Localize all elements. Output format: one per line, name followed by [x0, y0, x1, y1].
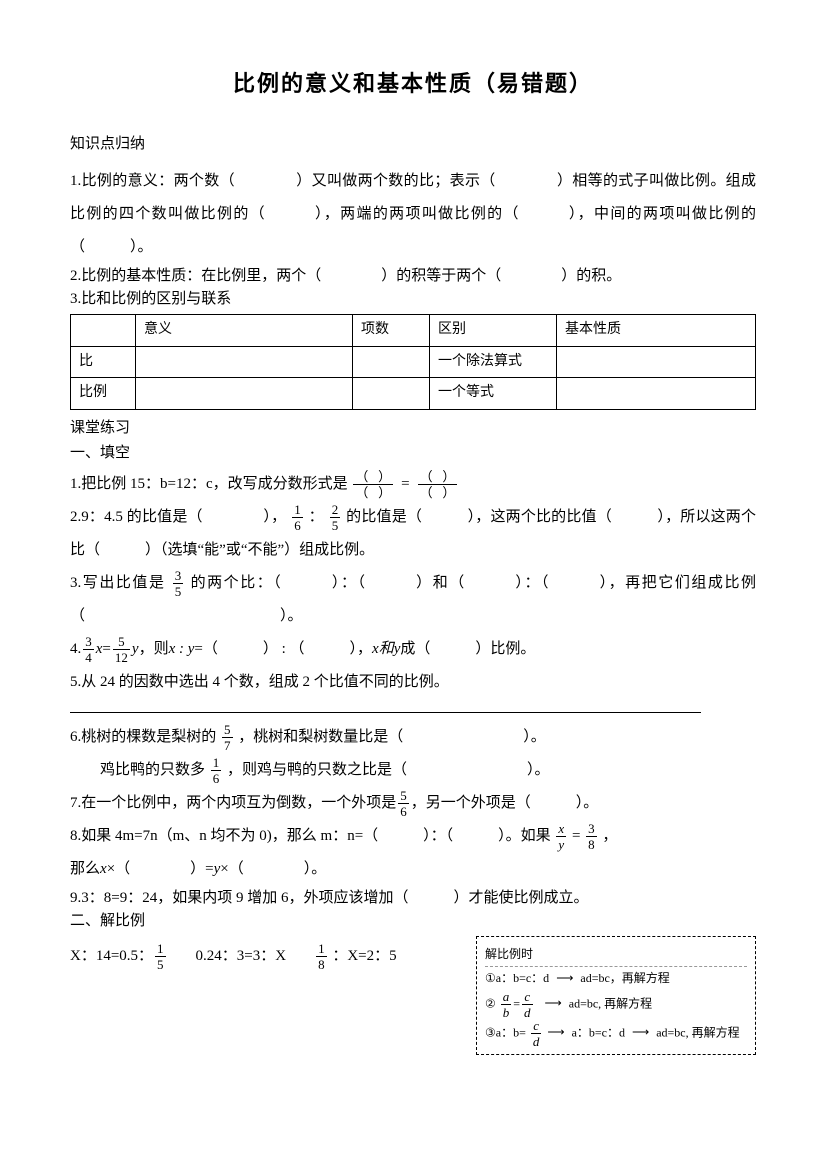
q7-a: 7.在一个比例中，两个内项互为倒数，一个外项是	[70, 795, 396, 811]
compare-table: 意义 项数 区别 基本性质 比 一个除法算式 比例 一个等式	[70, 314, 756, 409]
knowledge-item-2: 2.比例的基本性质：在比例里，两个（ ）的积等于两个（ ）的积。	[70, 266, 756, 287]
q4-d: 成（ ）比例。	[400, 641, 535, 657]
q8-x: x	[100, 861, 107, 877]
table-row: 比例 一个等式	[71, 378, 756, 409]
q1: 1.把比例 15：b=12：c，改写成分数形式是 （ ）（ ） = （ ）（ ）	[70, 468, 756, 501]
q4-frac2: 512	[113, 635, 130, 664]
q8-c-prefix: 那么	[70, 861, 100, 877]
q9: 9.3：8=9：24，如果内项 9 增加 6，外项应该增加（ ）才能使比例成立。	[70, 888, 756, 909]
q8-frac2: 38	[586, 822, 597, 851]
q2-frac1: 16	[292, 503, 303, 532]
th-terms: 项数	[353, 315, 430, 346]
q8-line2: 那么x×（ ）=y×（ ）。	[70, 853, 756, 886]
table-row: 比 一个除法算式	[71, 346, 756, 377]
eq1: X：14=0.5：15	[70, 940, 168, 973]
q2: 2.9：4.5 的比值是（ ）， 16 ： 25 的比值是（ ），这两个比的比值…	[70, 501, 756, 567]
equation-row: X：14=0.5：15 0.24：3=3：X 18 ：X=2：5 解比例时 ①a…	[70, 936, 756, 1056]
q7-frac: 56	[398, 789, 409, 818]
th-meaning: 意义	[136, 315, 353, 346]
q6-frac1: 57	[222, 723, 233, 752]
q6: 6.桃树的棵数是梨树的 57 ，桃树和梨树数量比是（ ）。	[70, 721, 756, 754]
cell-bili: 比例	[71, 378, 136, 409]
eq3: 18 ：X=2：5	[314, 940, 397, 973]
q4: 4.34x=512y，则x : y=（ ） : （ ），x和y成（ ）比例。	[70, 633, 756, 666]
knowledge-item-1: 1.比例的意义：两个数（ ）又叫做两个数的比；表示（ ）相等的式子叫做比例。组成…	[70, 165, 756, 264]
hint-box: 解比例时 ①a：b=c：d ⟶ ad=bc，再解方程 ② ab=cd ⟶ ad=…	[476, 936, 756, 1056]
q3: 3.写出比值是 35 的两个比：（ ）：（ ）和（ ）：（ ），再把它们组成比例…	[70, 567, 756, 633]
q8-b: ，	[602, 828, 617, 844]
q6-d: ，则鸡与鸭的只数之比是（ ）。	[227, 762, 550, 778]
cell	[136, 346, 353, 377]
q2-a: 2.9：4.5 的比值是（ ），	[70, 509, 286, 525]
cell	[136, 378, 353, 409]
q8: 8.如果 4m=7n（m、n 均不为 0)，那么 m：n=（ ）：（ ）。如果 …	[70, 820, 756, 853]
th-property: 基本性质	[557, 315, 756, 346]
th-blank	[71, 315, 136, 346]
hint-line3: ③a：b= cd⟶ a：b=c：d ⟶ ad=bc, 再解方程	[485, 1019, 747, 1048]
q4-a: 4.	[70, 641, 81, 657]
solve-heading: 二、解比例	[70, 911, 756, 932]
q8-eq: =	[572, 828, 584, 844]
q6-line2: 鸡比鸭的只数多 16 ，则鸡与鸭的只数之比是（ ）。	[70, 754, 756, 787]
q2-frac2: 25	[330, 503, 341, 532]
q1-frac-blanks: （ ）（ ） = （ ）（ ）	[351, 468, 459, 501]
q3-a: 3.写出比值是	[70, 575, 171, 591]
q4-c: =（ ） : （ ），	[194, 641, 372, 657]
q4-xandy: x和y	[372, 641, 400, 657]
q6-frac2: 16	[211, 756, 222, 785]
q7-b: ，另一个外项是（ ）。	[411, 795, 599, 811]
fill-blank-heading: 一、填空	[70, 443, 756, 464]
q8-mid1: ×（ ）=	[107, 861, 214, 877]
hint-line1: ①a：b=c：d ⟶ ad=bc，再解方程	[485, 967, 747, 990]
q3-frac: 35	[173, 569, 184, 598]
practice-heading: 课堂练习	[70, 418, 756, 439]
q4-eq: =	[102, 641, 110, 657]
q8-frac1: xy	[556, 822, 566, 851]
q6-c: 鸡比鸭的只数多	[100, 762, 209, 778]
page-title: 比例的意义和基本性质（易错题）	[70, 60, 756, 108]
knowledge-heading: 知识点归纳	[70, 128, 756, 161]
eq2: 0.24：3=3：X	[196, 940, 287, 973]
q8-a: 8.如果 4m=7n（m、n 均不为 0)，那么 m：n=（ ）：（ ）。如果	[70, 828, 554, 844]
table-header-row: 意义 项数 区别 基本性质	[71, 315, 756, 346]
answer-line	[70, 711, 701, 713]
cell	[557, 346, 756, 377]
q1-text: 1.把比例 15：b=12：c，改写成分数形式是	[70, 476, 348, 492]
th-diff: 区别	[430, 315, 557, 346]
cell	[353, 346, 430, 377]
hint-title: 解比例时	[485, 943, 747, 968]
knowledge-item-3: 3.比和比例的区别与联系	[70, 289, 756, 310]
cell	[557, 378, 756, 409]
cell	[353, 378, 430, 409]
q6-a: 6.桃树的棵数是梨树的	[70, 729, 220, 745]
cell: 一个等式	[430, 378, 557, 409]
q8-mid2: ×（ ）。	[220, 861, 326, 877]
q4-y: y	[132, 641, 139, 657]
q4-frac1: 34	[83, 635, 94, 664]
cell-bi: 比	[71, 346, 136, 377]
equation-list: X：14=0.5：15 0.24：3=3：X 18 ：X=2：5	[70, 936, 444, 973]
q4-xy: x : y	[169, 641, 195, 657]
q7: 7.在一个比例中，两个内项互为倒数，一个外项是56，另一个外项是（ ）。	[70, 787, 756, 820]
q4-b: ，则	[139, 641, 169, 657]
cell: 一个除法算式	[430, 346, 557, 377]
q5: 5.从 24 的因数中选出 4 个数，组成 2 个比值不同的比例。	[70, 666, 756, 699]
hint-line2: ② ab=cd ⟶ ad=bc, 再解方程	[485, 990, 747, 1019]
q6-b: ，桃树和梨树数量比是（ ）。	[238, 729, 546, 745]
